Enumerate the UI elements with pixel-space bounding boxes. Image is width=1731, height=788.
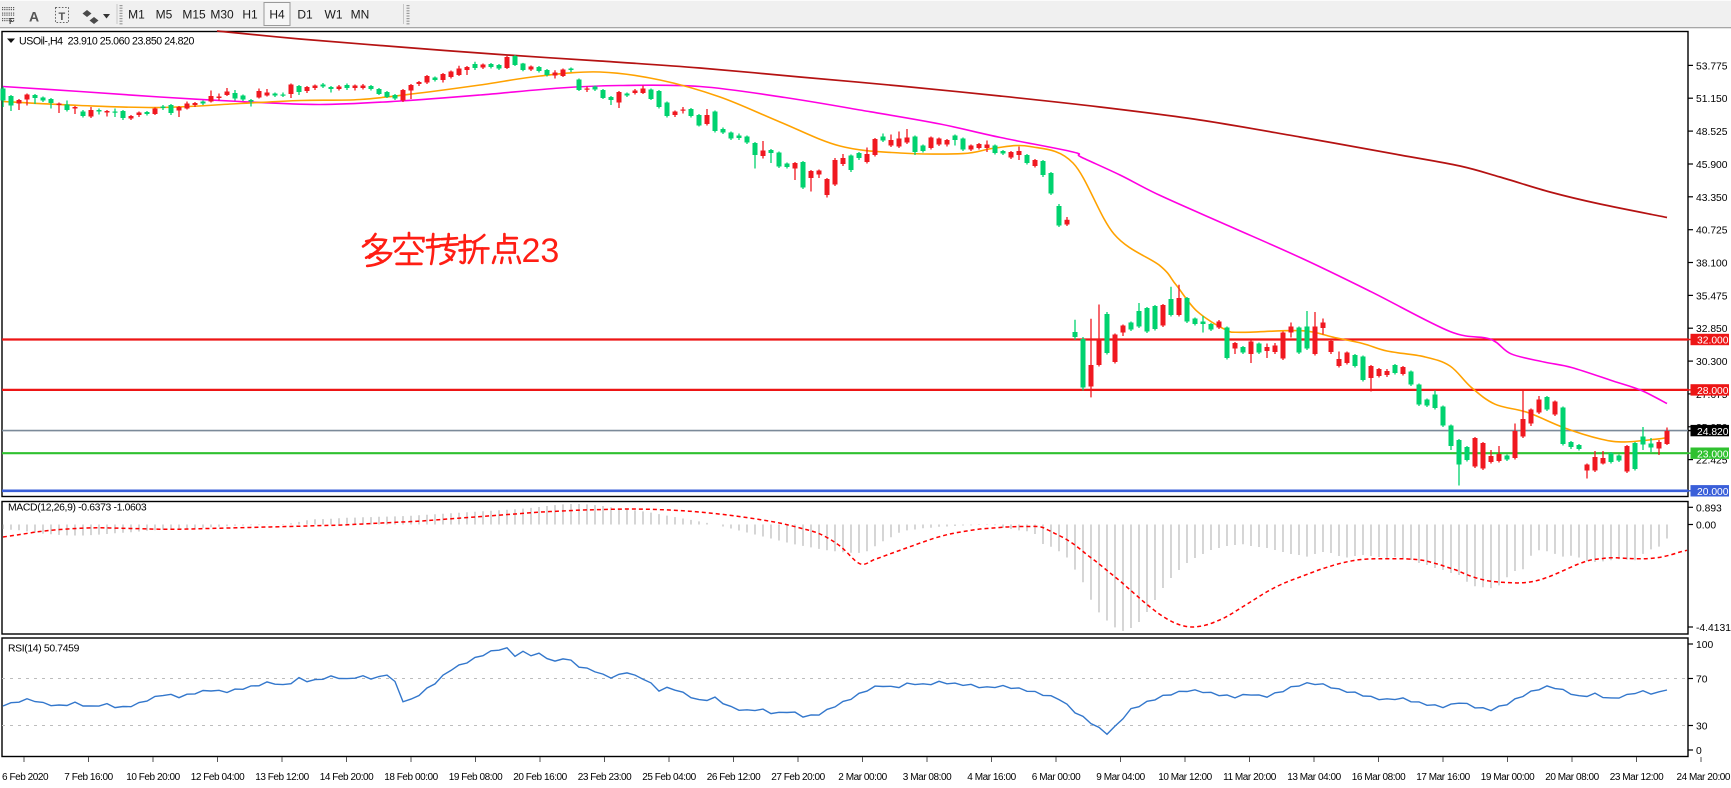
svg-text:70: 70 bbox=[1696, 675, 1708, 686]
svg-text:D1: D1 bbox=[297, 8, 313, 22]
svg-text:23 Mar 12:00: 23 Mar 12:00 bbox=[1610, 772, 1664, 783]
svg-text:20 Feb 16:00: 20 Feb 16:00 bbox=[513, 772, 567, 783]
svg-text:4 Mar 16:00: 4 Mar 16:00 bbox=[967, 772, 1016, 783]
svg-text:20.000: 20.000 bbox=[1697, 487, 1729, 498]
svg-text:6 Feb 2020: 6 Feb 2020 bbox=[2, 772, 49, 783]
svg-text:19 Mar 00:00: 19 Mar 00:00 bbox=[1481, 772, 1535, 783]
svg-text:26 Feb 12:00: 26 Feb 12:00 bbox=[707, 772, 761, 783]
svg-text:2 Mar 00:00: 2 Mar 00:00 bbox=[838, 772, 887, 783]
svg-text:6 Mar 00:00: 6 Mar 00:00 bbox=[1032, 772, 1081, 783]
svg-text:48.525: 48.525 bbox=[1696, 127, 1728, 138]
svg-text:17 Mar 16:00: 17 Mar 16:00 bbox=[1416, 772, 1470, 783]
svg-text:53.775: 53.775 bbox=[1696, 61, 1728, 72]
svg-text:0.00: 0.00 bbox=[1696, 521, 1716, 532]
svg-text:20 Mar 08:00: 20 Mar 08:00 bbox=[1545, 772, 1599, 783]
svg-text:32.000: 32.000 bbox=[1697, 336, 1729, 347]
svg-text:MN: MN bbox=[351, 8, 370, 22]
svg-text:13 Feb 12:00: 13 Feb 12:00 bbox=[255, 772, 309, 783]
svg-text:T: T bbox=[59, 11, 66, 23]
svg-text:100: 100 bbox=[1696, 640, 1713, 651]
svg-text:24.820: 24.820 bbox=[1697, 427, 1729, 438]
svg-text:H1: H1 bbox=[242, 8, 258, 22]
svg-text:MACD(12,26,9) -0.6373 -1.0603: MACD(12,26,9) -0.6373 -1.0603 bbox=[8, 503, 147, 514]
svg-text:16 Mar 08:00: 16 Mar 08:00 bbox=[1352, 772, 1406, 783]
svg-text:24 Mar 20:00: 24 Mar 20:00 bbox=[1676, 772, 1730, 783]
svg-text:23.000: 23.000 bbox=[1697, 449, 1729, 460]
svg-text:27 Feb 20:00: 27 Feb 20:00 bbox=[771, 772, 825, 783]
svg-text:0.893: 0.893 bbox=[1696, 503, 1722, 514]
svg-text:12 Feb 04:00: 12 Feb 04:00 bbox=[191, 772, 245, 783]
svg-text:10 Mar 12:00: 10 Mar 12:00 bbox=[1158, 772, 1212, 783]
svg-text:30: 30 bbox=[1696, 722, 1708, 733]
svg-text:35.475: 35.475 bbox=[1696, 291, 1728, 302]
svg-text:A: A bbox=[29, 9, 39, 25]
svg-text:28.000: 28.000 bbox=[1697, 386, 1729, 397]
svg-text:22.425: 22.425 bbox=[1696, 456, 1728, 467]
svg-text:38.100: 38.100 bbox=[1696, 259, 1728, 270]
svg-text:M5: M5 bbox=[156, 8, 173, 22]
svg-text:10 Feb 20:00: 10 Feb 20:00 bbox=[126, 772, 180, 783]
svg-text:H4: H4 bbox=[269, 8, 285, 22]
svg-text:RSI(14) 50.7459: RSI(14) 50.7459 bbox=[8, 644, 80, 655]
svg-text:3 Mar 08:00: 3 Mar 08:00 bbox=[903, 772, 952, 783]
svg-text:23: 23 bbox=[522, 232, 560, 270]
svg-text:M1: M1 bbox=[128, 8, 145, 22]
svg-text:40.725: 40.725 bbox=[1696, 226, 1728, 237]
svg-text:9 Mar 04:00: 9 Mar 04:00 bbox=[1096, 772, 1145, 783]
svg-text:M15: M15 bbox=[182, 8, 206, 22]
svg-text:0: 0 bbox=[1696, 746, 1702, 757]
svg-text:-4.4131: -4.4131 bbox=[1696, 623, 1731, 634]
svg-text:M30: M30 bbox=[210, 8, 234, 22]
svg-text:7 Feb 16:00: 7 Feb 16:00 bbox=[64, 772, 113, 783]
svg-text:W1: W1 bbox=[325, 8, 343, 22]
svg-text:32.850: 32.850 bbox=[1696, 324, 1728, 335]
svg-text:43.350: 43.350 bbox=[1696, 193, 1728, 204]
svg-text:30.300: 30.300 bbox=[1696, 357, 1728, 368]
svg-text:25 Feb 04:00: 25 Feb 04:00 bbox=[642, 772, 696, 783]
svg-text:19 Feb 08:00: 19 Feb 08:00 bbox=[449, 772, 503, 783]
svg-text:F: F bbox=[9, 17, 14, 26]
svg-text:45.900: 45.900 bbox=[1696, 160, 1728, 171]
svg-text:13 Mar 04:00: 13 Mar 04:00 bbox=[1287, 772, 1341, 783]
svg-text:18 Feb 00:00: 18 Feb 00:00 bbox=[384, 772, 438, 783]
svg-text:USOil-,H4 23.910 25.060 23.85: USOil-,H4 23.910 25.060 23.850 24.820 bbox=[19, 36, 194, 48]
svg-text:14 Feb 20:00: 14 Feb 20:00 bbox=[320, 772, 374, 783]
svg-text:11 Mar 20:00: 11 Mar 20:00 bbox=[1223, 772, 1277, 783]
svg-text:51.150: 51.150 bbox=[1696, 94, 1728, 105]
svg-text:23 Feb 23:00: 23 Feb 23:00 bbox=[578, 772, 632, 783]
